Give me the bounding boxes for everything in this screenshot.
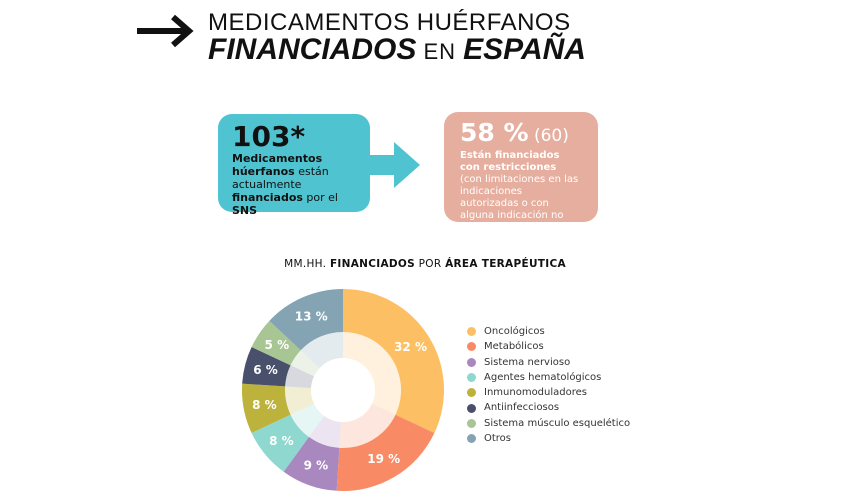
slice-label: 9 % (304, 458, 329, 472)
legend-item: Otros (467, 431, 630, 446)
inner-slice-4 (285, 386, 315, 415)
donut-hole (311, 358, 375, 422)
restricted-card: 58 % (60) Están financiados con restricc… (444, 112, 598, 233)
legend-label: Inmunomoduladores (484, 387, 587, 399)
slice-label: 8 % (252, 398, 277, 412)
legend-label: Oncológicos (484, 326, 545, 337)
slice-label: 5 % (265, 338, 290, 352)
legend-label: Agentes hematológicos (484, 371, 602, 383)
inner-slice-6 (290, 350, 320, 377)
title-mid: EN (416, 39, 464, 64)
slice-6 (251, 320, 301, 366)
inner-slice-2 (308, 415, 341, 448)
legend-label: Sistema músculo esquelético (484, 417, 631, 429)
slice-label: 13 % (295, 310, 328, 324)
inner-slice-3 (290, 403, 325, 437)
title-end: ESPAÑA (463, 33, 586, 66)
slice-2 (283, 436, 340, 491)
chart-legend: Oncológicos Metabólicos Sistema nervioso Ag… (467, 324, 630, 446)
title-bold: FINANCIADOS (208, 33, 417, 66)
slice-0 (343, 289, 444, 434)
title-line2: FINANCIADOS EN ESPAÑA (208, 33, 586, 67)
inner-slice-7 (300, 332, 343, 369)
legend-label: Sistema nervioso (484, 356, 571, 368)
legend-swatch (467, 388, 476, 398)
financed-count-card: 103* Medicamentos húerfanos están actual… (218, 114, 370, 217)
count-description: Medicamentos húerfanos están actualmente… (232, 152, 338, 217)
slice-5 (242, 346, 291, 387)
legend-swatch (467, 434, 476, 444)
slice-label: 8 % (269, 434, 294, 448)
legend-swatch (467, 357, 476, 367)
legend-item: Agentes hematológicos (467, 370, 630, 385)
legend-swatch (467, 342, 476, 352)
count-number: 103* (232, 120, 306, 153)
legend-label: Otros (484, 433, 512, 445)
inner-slice-5 (285, 365, 315, 388)
legend-label: Antiinfecciosos (484, 402, 560, 414)
inner-slice-0 (343, 332, 402, 415)
restricted-label: Están financiados con restricciones (460, 150, 560, 173)
legend-item: Sistema músculo esquelético (467, 416, 630, 431)
legend-swatch (467, 403, 476, 413)
legend-swatch (467, 373, 476, 383)
slice-label: 6 % (253, 363, 278, 377)
slice-1 (336, 414, 435, 491)
restricted-note: (con limitaciones en las indicaciones au… (460, 174, 579, 233)
slice-label: 19 % (367, 452, 400, 466)
arrow-icon (368, 142, 420, 188)
arrow-right-icon (137, 14, 194, 48)
inner-slice-1 (339, 403, 396, 448)
chart-title: MM.HH. FINANCIADOS POR ÁREA TERAPÉUTICA (284, 258, 566, 270)
slice-7 (269, 289, 343, 351)
legend-item: Oncológicos (467, 324, 630, 339)
slice-4 (242, 383, 291, 434)
legend-item: Metabólicos (467, 339, 630, 354)
legend-item: Inmunomoduladores (467, 385, 630, 400)
slice-3 (251, 414, 309, 472)
legend-swatch (467, 418, 476, 428)
legend-swatch (467, 327, 476, 337)
title-line1: MEDICAMENTOS HUÉRFANOS (208, 9, 571, 36)
restricted-percent: 58 % (60) (460, 118, 569, 147)
legend-item: Sistema nervioso (467, 355, 630, 370)
legend-label: Metabólicos (484, 341, 544, 353)
slice-label: 32 % (394, 340, 427, 354)
legend-item: Antiinfecciosos (467, 400, 630, 415)
